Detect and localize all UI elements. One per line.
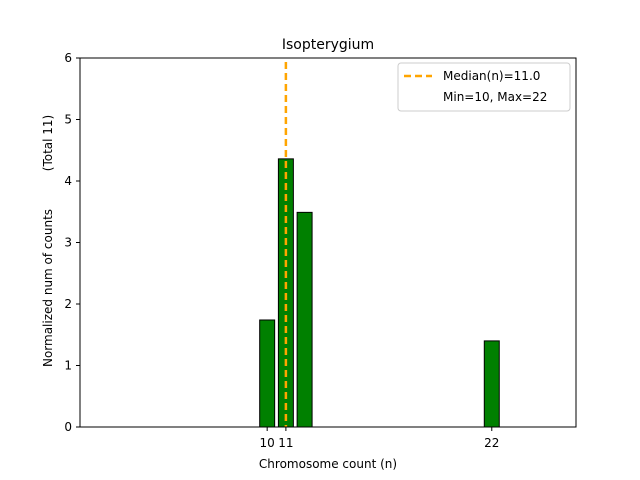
legend-entry-range: Min=10, Max=22	[443, 90, 547, 104]
y-tick-label-2: 2	[64, 297, 72, 311]
plot-frame	[79, 57, 577, 428]
bar-0	[259, 319, 276, 428]
legend-box	[397, 62, 571, 112]
y-tick-label-6: 6	[64, 51, 72, 65]
y-tick-label-1: 1	[64, 359, 72, 373]
x-ticks: 10 11 22	[260, 427, 499, 450]
y-tick-label-4: 4	[64, 174, 72, 188]
y-tick-label-5: 5	[64, 113, 72, 127]
x-tick-label-1: 11	[278, 436, 293, 450]
x-tick-label-0: 10	[260, 436, 275, 450]
x-axis-label: Chromosome count (n)	[259, 457, 397, 471]
bars-layer	[259, 158, 500, 428]
legend-entry-median: Median(n)=11.0	[443, 69, 540, 83]
bar-2	[296, 211, 313, 428]
bar-3	[483, 340, 500, 428]
y-tick-label-0: 0	[64, 420, 72, 434]
chart-title: Isopterygium	[282, 37, 374, 53]
x-tick-label-2: 22	[484, 436, 499, 450]
y-tick-label-3: 3	[64, 236, 72, 250]
y-ticks: 0 1 2 3 4 5 6	[64, 51, 80, 434]
legend: Median(n)=11.0 Min=10, Max=22	[397, 62, 571, 112]
y-axis-label: Normalized num of counts	[41, 209, 55, 367]
y-axis-note: (Total 11)	[41, 115, 55, 171]
